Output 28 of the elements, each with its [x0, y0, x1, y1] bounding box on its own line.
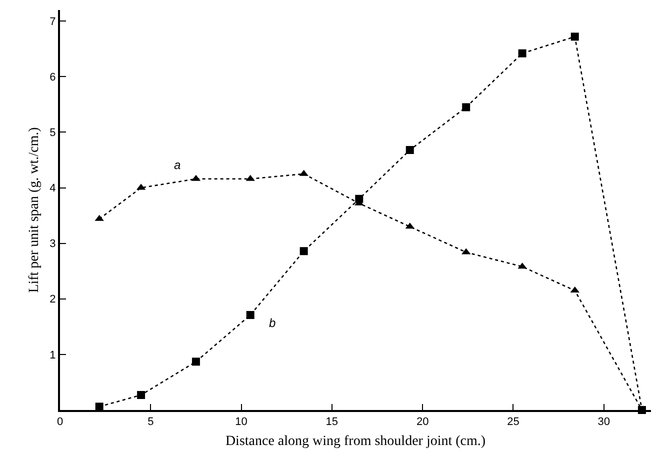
x-tick-label: 20	[416, 416, 429, 428]
y-tick-label: 4	[50, 182, 56, 195]
x-tick-label: 30	[598, 416, 610, 428]
point	[95, 402, 104, 411]
y-tick-label: 7	[50, 16, 56, 28]
x-axis-title: Distance along wing from shoulder joint (cm.)	[225, 434, 486, 449]
y-axis-title: Lift per unit span (g. wt./cm.)	[26, 126, 42, 293]
point	[192, 358, 200, 366]
x-tick-label: 0	[56, 416, 64, 428]
y-tick-label: 6	[50, 72, 56, 84]
y-tick-label: 3	[50, 238, 56, 250]
point	[518, 49, 526, 58]
point	[246, 311, 254, 319]
y-tick-label: 5	[50, 127, 56, 140]
point	[406, 146, 414, 154]
series-label: a	[174, 158, 181, 172]
x-tick-label: 15	[326, 416, 338, 428]
series-label: b	[269, 316, 276, 330]
y-tick-label: 2	[50, 294, 56, 306]
y-tick-label: 1	[50, 349, 56, 362]
x-tick-label: 10	[235, 416, 248, 428]
point	[300, 247, 308, 256]
point	[462, 103, 470, 112]
point	[570, 32, 579, 41]
point	[137, 391, 146, 399]
x-tick-label: 5	[148, 416, 154, 428]
x-tick-label: 25	[507, 416, 520, 428]
point	[355, 194, 364, 203]
